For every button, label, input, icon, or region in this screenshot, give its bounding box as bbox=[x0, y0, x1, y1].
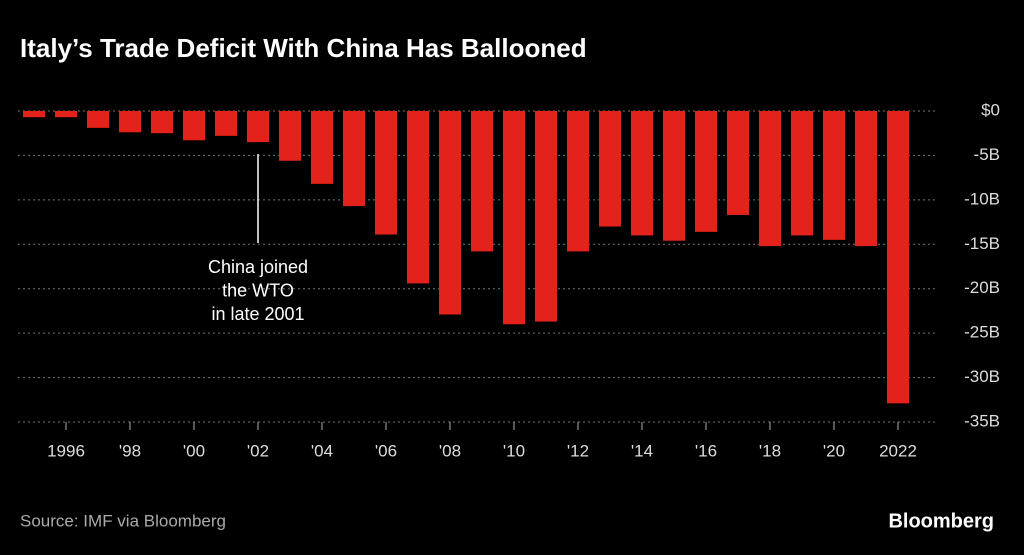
annotation: China joined bbox=[208, 257, 308, 277]
x-tick-label: '08 bbox=[439, 441, 461, 460]
y-tick-label: $0 bbox=[981, 100, 1000, 119]
x-tick-label: '10 bbox=[503, 441, 525, 460]
bar bbox=[759, 111, 781, 247]
y-tick-label: -25B bbox=[964, 323, 1000, 342]
bar bbox=[87, 111, 109, 128]
x-tick-label: '20 bbox=[823, 441, 845, 460]
bar bbox=[695, 111, 717, 232]
bar bbox=[503, 111, 525, 325]
chart-title: Italy’s Trade Deficit With China Has Bal… bbox=[20, 33, 587, 63]
bar bbox=[471, 111, 493, 252]
bar bbox=[791, 111, 813, 236]
source: Source: IMF via Bloomberg bbox=[20, 511, 226, 530]
bar bbox=[599, 111, 621, 227]
bar bbox=[887, 111, 909, 404]
y-tick-label: -5B bbox=[974, 145, 1000, 164]
x-tick-label: 2022 bbox=[879, 441, 917, 460]
bar bbox=[439, 111, 461, 315]
x-tick-label: '02 bbox=[247, 441, 269, 460]
y-tick-label: -20B bbox=[964, 278, 1000, 297]
y-tick-label: -30B bbox=[964, 367, 1000, 386]
bar bbox=[183, 111, 205, 141]
annotation: the WTO bbox=[222, 280, 294, 300]
y-tick-label: -15B bbox=[964, 234, 1000, 253]
bar bbox=[151, 111, 173, 134]
bar bbox=[119, 111, 141, 133]
bar bbox=[663, 111, 685, 241]
bar bbox=[55, 111, 77, 118]
brand: Bloomberg bbox=[888, 510, 994, 532]
y-tick-label: -10B bbox=[964, 189, 1000, 208]
bar bbox=[567, 111, 589, 252]
bar bbox=[855, 111, 877, 247]
bar bbox=[823, 111, 845, 240]
x-tick-label: '16 bbox=[695, 441, 717, 460]
bar bbox=[727, 111, 749, 215]
bar bbox=[535, 111, 557, 322]
annotation: in late 2001 bbox=[211, 304, 304, 324]
bar bbox=[247, 111, 269, 143]
bar bbox=[279, 111, 301, 161]
bar bbox=[631, 111, 653, 236]
x-tick-label: '12 bbox=[567, 441, 589, 460]
x-tick-label: '18 bbox=[759, 441, 781, 460]
bar bbox=[343, 111, 365, 207]
bar bbox=[23, 111, 45, 118]
x-tick-label: '98 bbox=[119, 441, 141, 460]
x-tick-label: '06 bbox=[375, 441, 397, 460]
x-tick-label: '04 bbox=[311, 441, 333, 460]
bar bbox=[407, 111, 429, 284]
x-tick-label: '14 bbox=[631, 441, 653, 460]
x-tick-label: 1996 bbox=[47, 441, 85, 460]
bar bbox=[311, 111, 333, 184]
bar bbox=[375, 111, 397, 235]
bar bbox=[215, 111, 237, 136]
y-tick-label: -35B bbox=[964, 411, 1000, 430]
x-tick-label: '00 bbox=[183, 441, 205, 460]
